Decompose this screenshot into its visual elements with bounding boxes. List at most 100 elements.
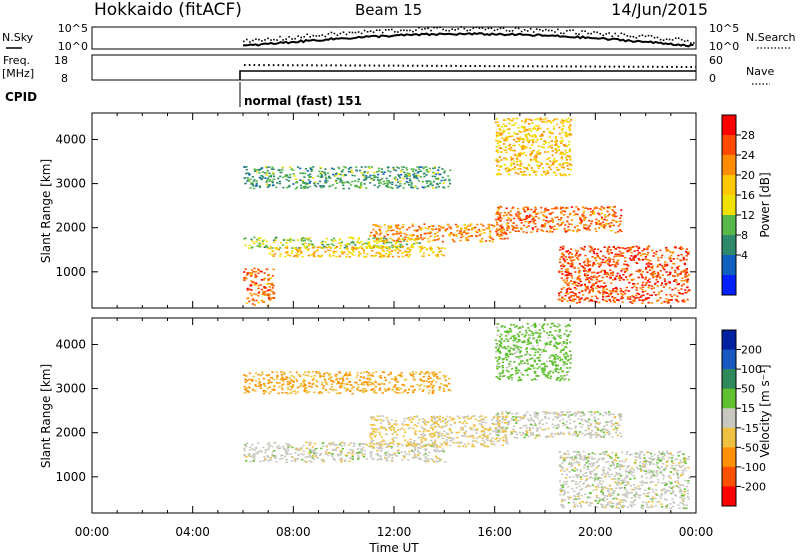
echo-cell — [542, 167, 545, 169]
echo-cell — [536, 430, 539, 432]
echo-cell — [284, 449, 287, 452]
echo-cell — [602, 224, 605, 226]
echo-cell — [673, 280, 676, 282]
echo-cell — [285, 251, 288, 254]
echo-cell — [636, 282, 639, 285]
freq-tick-top: 18 — [54, 54, 68, 67]
echo-cell — [254, 271, 257, 273]
echo-cell — [559, 258, 562, 260]
echo-cell — [568, 125, 571, 128]
echo-cell — [285, 378, 288, 380]
echo-cell — [477, 228, 480, 231]
echo-cell — [676, 257, 679, 260]
echo-cell — [441, 448, 445, 451]
echo-cell — [345, 383, 349, 385]
echo-cell — [565, 119, 568, 121]
echo-cell — [515, 157, 518, 160]
echo-cell — [534, 154, 537, 156]
echo-cell — [421, 418, 424, 420]
echo-cell — [280, 454, 283, 457]
echo-cell — [280, 171, 283, 174]
echo-cell — [551, 226, 554, 229]
echo-cell — [670, 295, 673, 298]
echo-cell — [431, 391, 434, 394]
echo-cell — [325, 246, 328, 249]
echo-cell — [419, 379, 422, 381]
echo-cell — [686, 281, 689, 284]
echo-cell — [325, 178, 328, 180]
echo-cell — [665, 246, 668, 249]
echo-cell — [560, 297, 564, 300]
echo-cell — [340, 250, 343, 253]
echo-cell — [568, 229, 571, 231]
echo-cell — [675, 281, 678, 283]
nsearch-point — [551, 29, 553, 32]
echo-cell — [421, 247, 424, 250]
echo-cell — [254, 390, 257, 392]
echo-cell — [423, 166, 426, 169]
echo-cell — [362, 446, 365, 449]
echo-cell — [555, 143, 558, 145]
echo-cell — [631, 246, 634, 248]
echo-cell — [559, 291, 563, 293]
echo-cell — [438, 166, 441, 169]
echo-cell — [408, 184, 411, 186]
echo-cell — [569, 257, 572, 260]
echo-cell — [379, 230, 382, 233]
echo-cell — [499, 233, 503, 236]
echo-cell — [295, 180, 299, 183]
echo-cell — [390, 459, 394, 461]
echo-cell — [536, 118, 539, 120]
echo-cell — [360, 451, 363, 454]
echo-cell — [467, 228, 470, 231]
echo-cell — [273, 253, 277, 255]
echo-cell — [683, 262, 686, 265]
echo-cell — [607, 411, 611, 413]
nsearch-point — [375, 29, 378, 31]
echo-cell — [570, 219, 573, 221]
echo-cell — [501, 227, 504, 229]
echo-cell — [459, 442, 462, 445]
echo-cell — [351, 449, 354, 451]
echo-cell — [344, 454, 347, 456]
echo-cell — [378, 442, 382, 444]
echo-cell — [418, 168, 421, 170]
echo-cell — [369, 445, 372, 447]
echo-cell — [483, 441, 486, 443]
echo-cell — [611, 214, 614, 216]
echo-cell — [536, 230, 539, 233]
echo-cell — [665, 293, 668, 296]
echo-cell — [397, 245, 400, 247]
echo-cell — [272, 284, 275, 287]
echo-cell — [547, 171, 550, 174]
echo-cell — [462, 435, 465, 437]
echo-cell — [341, 169, 345, 171]
echo-cell — [584, 216, 587, 219]
echo-cell — [581, 432, 584, 435]
echo-cell — [562, 254, 565, 256]
echo-cell — [536, 129, 540, 131]
echo-cell — [537, 149, 540, 152]
echo-cell — [552, 435, 555, 438]
echo-cell — [403, 390, 406, 392]
echo-cell — [410, 186, 413, 189]
echo-cell — [635, 289, 638, 291]
echo-cell — [429, 232, 432, 234]
echo-cell — [374, 434, 377, 437]
echo-cell — [311, 456, 314, 459]
echo-cell — [393, 452, 397, 454]
echo-cell — [505, 232, 508, 235]
echo-cell — [513, 425, 516, 427]
echo-cell — [402, 187, 405, 189]
echo-cell — [539, 127, 542, 130]
echo-cell — [512, 227, 515, 230]
nsearch-point — [243, 40, 245, 43]
echo-cell — [382, 426, 386, 429]
echo-cell — [618, 414, 621, 416]
echo-cell — [395, 225, 398, 228]
echo-cell — [474, 230, 477, 232]
echo-cell — [595, 426, 598, 428]
echo-cell — [509, 433, 513, 436]
echo-cell — [613, 205, 617, 208]
echo-cell — [570, 119, 573, 121]
